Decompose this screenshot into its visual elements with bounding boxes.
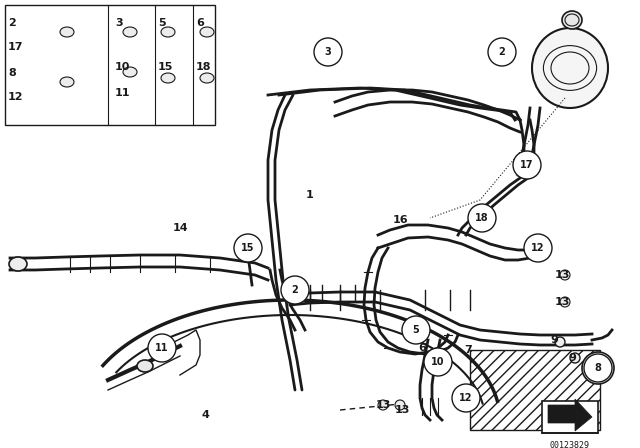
Circle shape: [555, 337, 565, 347]
Text: 3: 3: [115, 18, 123, 28]
Text: 13: 13: [554, 297, 570, 307]
Text: 9: 9: [550, 335, 558, 345]
Text: 9: 9: [568, 353, 576, 363]
Circle shape: [452, 384, 480, 412]
Text: 7: 7: [464, 345, 472, 355]
Bar: [200, 330, 400, 415]
Text: 8: 8: [595, 363, 602, 373]
Circle shape: [402, 316, 430, 344]
Circle shape: [584, 354, 612, 382]
Text: 12: 12: [8, 92, 24, 102]
Circle shape: [582, 352, 614, 384]
Text: 00123829: 00123829: [550, 440, 590, 448]
Polygon shape: [548, 399, 592, 431]
Ellipse shape: [9, 257, 27, 271]
Text: 2: 2: [292, 285, 298, 295]
Circle shape: [378, 400, 388, 410]
Circle shape: [524, 234, 552, 262]
Text: 4: 4: [201, 410, 209, 420]
Circle shape: [519, 157, 535, 173]
Text: 16: 16: [392, 215, 408, 225]
Bar: [5, 5, 215, 125]
Ellipse shape: [161, 73, 175, 83]
Text: 12: 12: [460, 393, 473, 403]
Ellipse shape: [161, 27, 175, 37]
Circle shape: [234, 234, 262, 262]
Circle shape: [468, 204, 496, 232]
Ellipse shape: [200, 73, 214, 83]
Circle shape: [424, 348, 452, 376]
Circle shape: [513, 151, 541, 179]
Text: 5: 5: [413, 325, 419, 335]
Circle shape: [560, 270, 570, 280]
Ellipse shape: [287, 284, 303, 296]
Text: 15: 15: [158, 62, 173, 72]
Text: 11: 11: [115, 88, 131, 98]
Text: 10: 10: [431, 357, 445, 367]
Text: 5: 5: [158, 18, 166, 28]
Bar: [470, 350, 600, 430]
Ellipse shape: [137, 360, 153, 372]
Text: 2: 2: [8, 18, 16, 28]
Text: 2: 2: [499, 47, 506, 57]
Circle shape: [314, 38, 342, 66]
Ellipse shape: [60, 77, 74, 87]
Ellipse shape: [562, 11, 582, 29]
Text: 17: 17: [8, 42, 24, 52]
Text: 13: 13: [394, 405, 410, 415]
Circle shape: [395, 400, 405, 410]
Text: 12: 12: [531, 243, 545, 253]
Text: 13: 13: [554, 270, 570, 280]
Circle shape: [570, 353, 580, 363]
Text: 14: 14: [172, 223, 188, 233]
Text: 8: 8: [8, 68, 16, 78]
Text: 17: 17: [520, 160, 534, 170]
Text: 11: 11: [156, 343, 169, 353]
Ellipse shape: [200, 27, 214, 37]
Circle shape: [488, 38, 516, 66]
Text: 18: 18: [196, 62, 211, 72]
Text: 6: 6: [196, 18, 204, 28]
Circle shape: [560, 297, 570, 307]
Text: 13: 13: [375, 400, 390, 410]
Ellipse shape: [123, 67, 137, 77]
Ellipse shape: [60, 27, 74, 37]
Text: 15: 15: [241, 243, 255, 253]
Text: 6: 6: [418, 343, 426, 353]
Ellipse shape: [532, 28, 608, 108]
Text: 1: 1: [306, 190, 314, 200]
Ellipse shape: [123, 27, 137, 37]
Circle shape: [281, 276, 309, 304]
Circle shape: [148, 334, 176, 362]
Bar: [542, 401, 598, 433]
Text: 18: 18: [475, 213, 489, 223]
Text: 10: 10: [115, 62, 131, 72]
Text: 3: 3: [324, 47, 332, 57]
